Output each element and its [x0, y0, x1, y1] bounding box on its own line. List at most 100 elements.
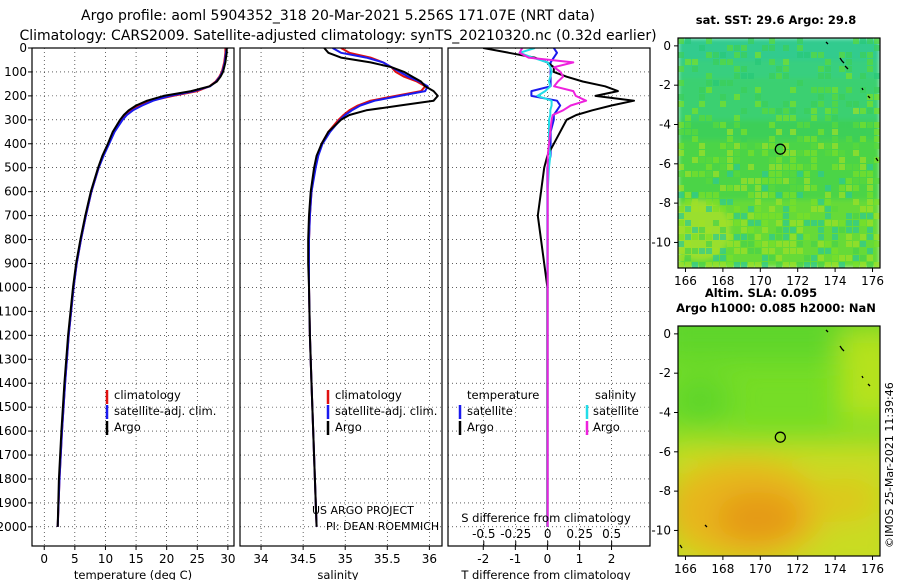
- sst-pixel: [755, 206, 761, 212]
- sst-pixel: [818, 220, 824, 226]
- sst-pixel: [797, 192, 803, 198]
- sst-pixel: [713, 262, 719, 268]
- sst-pixel: [741, 136, 747, 142]
- sst-pixel: [734, 220, 740, 226]
- sst-pixel: [692, 157, 698, 163]
- sst-pixel: [790, 262, 796, 268]
- sst-pixel: [727, 80, 733, 86]
- sst-pixel: [811, 108, 817, 114]
- sst-pixel: [874, 199, 880, 205]
- sst-pixel: [853, 136, 859, 142]
- sst-pixel: [678, 255, 684, 261]
- legend-salinity-title: salinity: [595, 388, 636, 402]
- sst-pixel: [713, 59, 719, 65]
- sst-pixel: [769, 206, 775, 212]
- legend-t-satellite-label: satellite: [467, 404, 513, 418]
- sst-pixel: [685, 199, 691, 205]
- sst-pixel: [783, 171, 789, 177]
- sst-pixel: [783, 248, 789, 254]
- sst-pixel: [825, 220, 831, 226]
- sst-pixel: [867, 94, 873, 100]
- s-tick-label: 0: [544, 527, 552, 541]
- sst-pixel: [706, 206, 712, 212]
- sst-pixel: [678, 52, 684, 58]
- depth-tick-label: 1200: [0, 328, 27, 342]
- sst-map-axes: 166 168 170 172 174 176 0 -2 -4 -6 -8 -10: [651, 39, 884, 288]
- sst-pixel: [776, 157, 782, 163]
- sst-pixel: [776, 73, 782, 79]
- sst-pixel: [797, 150, 803, 156]
- sst-pixel: [769, 255, 775, 261]
- sst-pixel: [804, 164, 810, 170]
- sst-pixel: [867, 220, 873, 226]
- depth-tick-label: 300: [4, 113, 27, 127]
- sst-pixel: [832, 206, 838, 212]
- sst-pixel: [790, 157, 796, 163]
- t-difference-x-axis: -2 -1 0 1 2: [477, 546, 615, 566]
- legend-argo-label: Argo: [335, 420, 362, 434]
- sst-pixel: [685, 59, 691, 65]
- lat-tick-label: -2: [659, 78, 671, 92]
- sst-pixel: [783, 101, 789, 107]
- sst-pixel: [762, 143, 768, 149]
- sst-pixel: [790, 192, 796, 198]
- sst-pixel: [713, 234, 719, 240]
- lat-tick-label: 0: [663, 39, 671, 53]
- temperature-x-label: temperature (deg C): [74, 568, 192, 580]
- sst-pixel: [860, 178, 866, 184]
- sst-pixel: [825, 199, 831, 205]
- sst-pixel: [685, 171, 691, 177]
- x-tick-label: 2: [608, 552, 616, 566]
- sst-pixel: [867, 248, 873, 254]
- sst-pixel: [839, 178, 845, 184]
- sst-pixel: [734, 157, 740, 163]
- sst-pixel: [860, 38, 866, 44]
- sst-pixel: [867, 255, 873, 261]
- sst-pixel: [699, 157, 705, 163]
- sst-pixel: [832, 220, 838, 226]
- sst-pixel: [748, 262, 754, 268]
- sst-pixel: [832, 129, 838, 135]
- sst-pixel: [839, 122, 845, 128]
- depth-tick-label: 1500: [0, 400, 27, 414]
- sst-pixel: [874, 213, 880, 219]
- sst-pixel: [797, 136, 803, 142]
- sst-pixel: [860, 234, 866, 240]
- sst-pixel: [867, 171, 873, 177]
- sst-pixel: [853, 248, 859, 254]
- sst-pixel: [811, 199, 817, 205]
- lon-tick-label: 170: [749, 274, 772, 288]
- sst-pixel: [790, 178, 796, 184]
- sst-pixel: [804, 185, 810, 191]
- sst-pixel: [874, 122, 880, 128]
- depth-tick-label: 1800: [0, 472, 27, 486]
- sst-pixel: [741, 213, 747, 219]
- sst-pixel: [776, 241, 782, 247]
- sst-pixel: [720, 227, 726, 233]
- sst-pixel: [811, 185, 817, 191]
- sst-pixel: [839, 66, 845, 72]
- sst-pixel: [846, 227, 852, 233]
- sst-pixel: [790, 115, 796, 121]
- depth-tick-label: 1100: [0, 304, 27, 318]
- sst-pixel: [846, 122, 852, 128]
- sst-pixel: [818, 73, 824, 79]
- x-tick-label: 20: [159, 552, 174, 566]
- sst-pixel: [762, 227, 768, 233]
- argo-float-location-marker: [774, 143, 786, 155]
- sst-pixel: [832, 255, 838, 261]
- sst-pixel: [867, 108, 873, 114]
- sst-pixel: [867, 213, 873, 219]
- sst-pixel: [860, 206, 866, 212]
- sst-pixel: [846, 101, 852, 107]
- sst-pixel: [741, 227, 747, 233]
- sst-pixel: [776, 227, 782, 233]
- sst-pixel: [797, 171, 803, 177]
- difference-frame: [447, 47, 651, 547]
- lon-tick-label: 176: [861, 562, 884, 576]
- lat-tick-label: -4: [659, 117, 671, 131]
- sst-pixel: [776, 171, 782, 177]
- depth-tick-label: 1900: [0, 496, 27, 510]
- sst-pixel: [727, 157, 733, 163]
